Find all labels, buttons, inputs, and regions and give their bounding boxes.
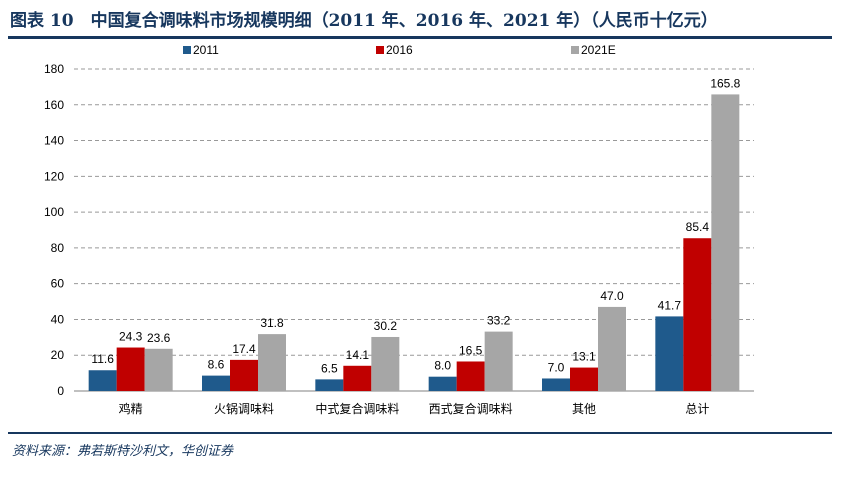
y-tick-label: 180 <box>44 62 64 76</box>
bar <box>144 348 173 391</box>
bar <box>202 375 230 391</box>
data-label: 24.3 <box>119 330 143 344</box>
legend-label: 2021E <box>581 43 616 57</box>
data-label: 23.6 <box>147 331 171 345</box>
y-tick-label: 120 <box>44 169 64 183</box>
data-label: 16.5 <box>459 343 483 357</box>
bar <box>711 94 740 391</box>
bar <box>456 361 485 391</box>
data-label: 33.2 <box>487 314 511 328</box>
bar <box>258 334 286 391</box>
y-tick-label: 20 <box>51 348 65 362</box>
title-rule <box>8 36 832 39</box>
y-tick-label: 140 <box>44 134 64 148</box>
bar <box>683 238 712 391</box>
bar <box>484 331 513 391</box>
data-label: 7.0 <box>548 360 565 374</box>
bar <box>542 378 570 391</box>
x-tick-label: 其他 <box>572 402 596 416</box>
y-tick-label: 60 <box>51 277 65 291</box>
bar <box>570 367 598 391</box>
bar-chart: 0 20 40 60 80 100 120 140 160 180 鸡精 11.6 24.3 23.6 火锅… <box>44 43 754 416</box>
y-tick-label: 0 <box>57 384 64 398</box>
bar <box>315 379 344 391</box>
x-tick-label: 西式复合调味料 <box>429 401 513 416</box>
y-tick-label: 100 <box>44 205 64 219</box>
chart-title: 图表 10 中国复合调味料市场规模明细（2011 年、2016 年、2021 年… <box>10 11 718 31</box>
data-label: 41.7 <box>658 298 682 312</box>
data-label: 165.8 <box>710 76 740 90</box>
bar <box>655 316 684 391</box>
x-tick-label: 火锅调味料 <box>214 401 274 416</box>
bar <box>598 306 626 391</box>
data-label: 47.0 <box>600 289 624 303</box>
bar <box>116 347 145 391</box>
data-label: 17.4 <box>232 342 256 356</box>
data-label: 8.0 <box>434 359 451 373</box>
legend-swatch <box>571 46 579 54</box>
data-label: 13.1 <box>572 350 596 364</box>
x-tick-label: 鸡精 <box>119 401 143 416</box>
data-label: 11.6 <box>91 352 114 366</box>
source-rule <box>8 432 832 434</box>
data-label: 14.1 <box>346 348 370 362</box>
data-label: 85.4 <box>686 220 710 234</box>
bar <box>230 359 258 391</box>
x-tick-label: 总计 <box>685 402 709 416</box>
legend-swatch <box>376 46 384 54</box>
bar <box>343 365 372 391</box>
data-label: 6.5 <box>321 361 338 375</box>
bar <box>88 370 117 391</box>
data-label: 8.6 <box>208 358 225 372</box>
x-tick-label: 中式复合调味料 <box>315 401 399 416</box>
legend-swatch <box>183 46 191 54</box>
data-label: 30.2 <box>374 319 398 333</box>
source-note: 资料来源：弗若斯特沙利文，华创证券 <box>12 444 234 459</box>
y-tick-label: 160 <box>44 98 64 112</box>
data-label: 31.8 <box>260 316 284 330</box>
bar <box>428 376 457 391</box>
bar <box>371 336 400 391</box>
y-tick-label: 80 <box>51 241 65 255</box>
legend-label: 2016 <box>386 43 413 57</box>
legend-label: 2011 <box>193 43 219 57</box>
y-tick-label: 40 <box>51 312 65 326</box>
